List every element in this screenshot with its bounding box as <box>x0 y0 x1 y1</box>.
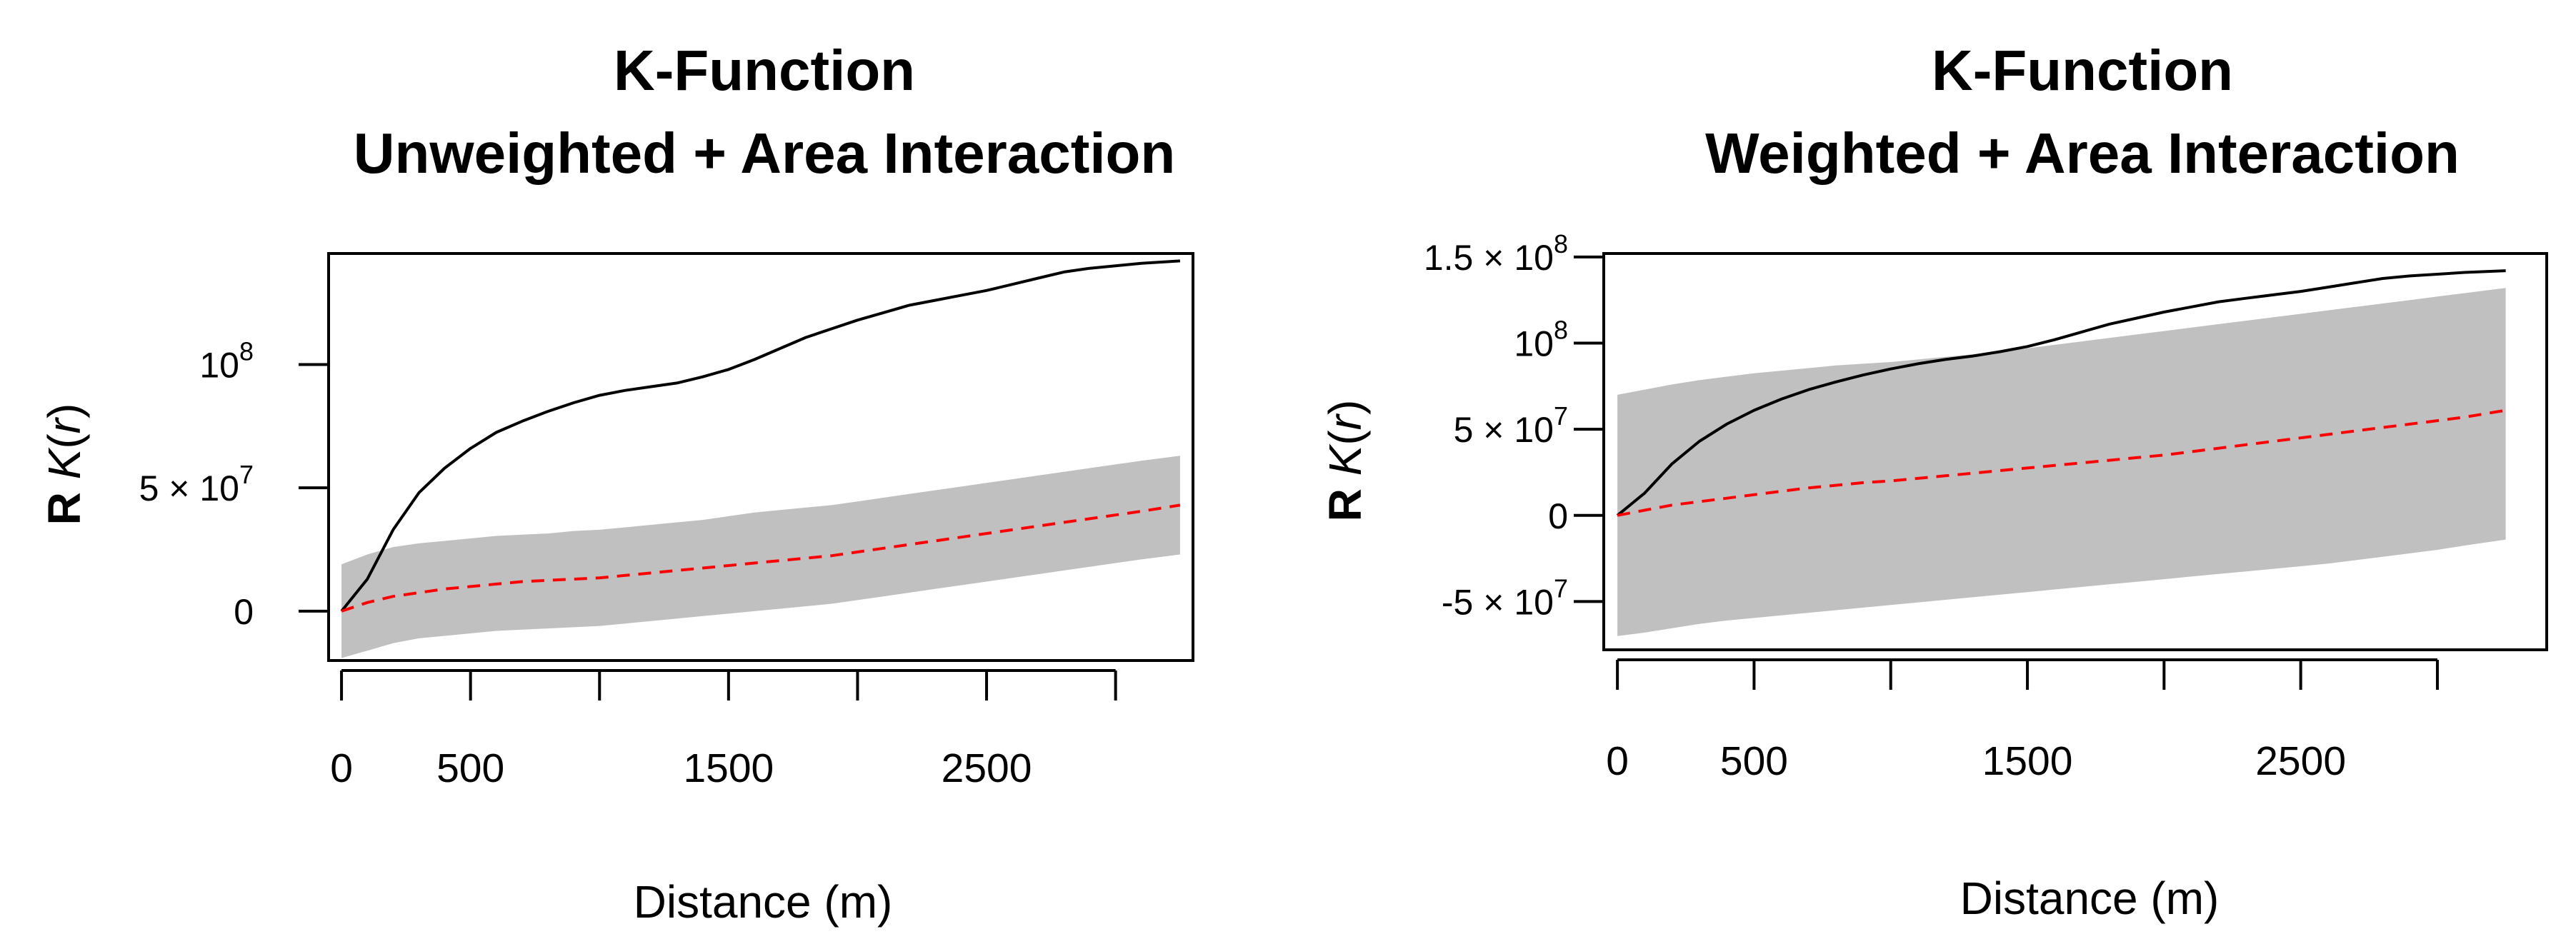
observed-line <box>340 259 1181 613</box>
x-tick-label: 1500 <box>1982 738 2073 784</box>
y-tick-label: 0 <box>1548 496 1568 536</box>
simulation-envelope <box>1617 288 2506 636</box>
y-axis-label: R K(r) <box>1319 400 1371 522</box>
y-tick-label: 5 × 107 <box>1454 401 1568 450</box>
y-tick-label: 0 <box>234 592 254 632</box>
theoretical-line <box>1617 408 2506 517</box>
chart-subtitle: Weighted + Area Interaction <box>1705 121 2460 185</box>
chart-subtitle: Unweighted + Area Interaction <box>354 121 1176 185</box>
x-tick-label: 2500 <box>2255 738 2346 784</box>
x-tick-label: 1500 <box>683 745 774 791</box>
x-tick-label: 0 <box>330 745 353 791</box>
plot-area: 0 500 1500 2500 0 5 × 107 108 <box>139 252 1194 791</box>
y-axis-label-func: K <box>39 446 90 479</box>
observed-line <box>1616 269 2506 517</box>
y-tick-label: 5 × 107 <box>139 460 254 508</box>
x-axis-label: Distance (m) <box>634 876 893 928</box>
x-tick-label: 500 <box>1720 738 1788 784</box>
chart-title: K-Function <box>614 39 915 102</box>
y-tick-label: 108 <box>199 336 254 385</box>
x-tick-label: 2500 <box>942 745 1032 791</box>
y-axis-label-prefix: R <box>1319 488 1371 521</box>
x-axis-label: Distance (m) <box>1960 873 2220 924</box>
y-axis-label-arg: r <box>1319 413 1371 430</box>
y-axis-label-arg: r <box>39 416 90 433</box>
y-tick-label: 108 <box>1514 315 1568 363</box>
chart-title: K-Function <box>1932 39 2233 102</box>
plot-area: 0 500 1500 2500 -5 × 107 0 5 × 107 108 1.5 × 108 <box>1424 229 2548 784</box>
y-tick-label: 1.5 × 108 <box>1424 229 1568 278</box>
chart-weighted: K-Function Weighted + Area Interaction 0… <box>1319 39 2548 924</box>
y-axis-label: R K(r) <box>39 403 90 526</box>
x-tick-label: 500 <box>436 745 504 791</box>
simulation-envelope <box>341 456 1180 658</box>
y-axis-label-func: K <box>1319 443 1371 476</box>
y-tick-label: -5 × 107 <box>1442 573 1568 622</box>
y-axis-label-prefix: R <box>39 492 90 525</box>
chart-unweighted: K-Function Unweighted + Area Interaction… <box>39 39 1194 928</box>
theoretical-line <box>341 503 1181 613</box>
x-tick-label: 0 <box>1606 738 1629 784</box>
